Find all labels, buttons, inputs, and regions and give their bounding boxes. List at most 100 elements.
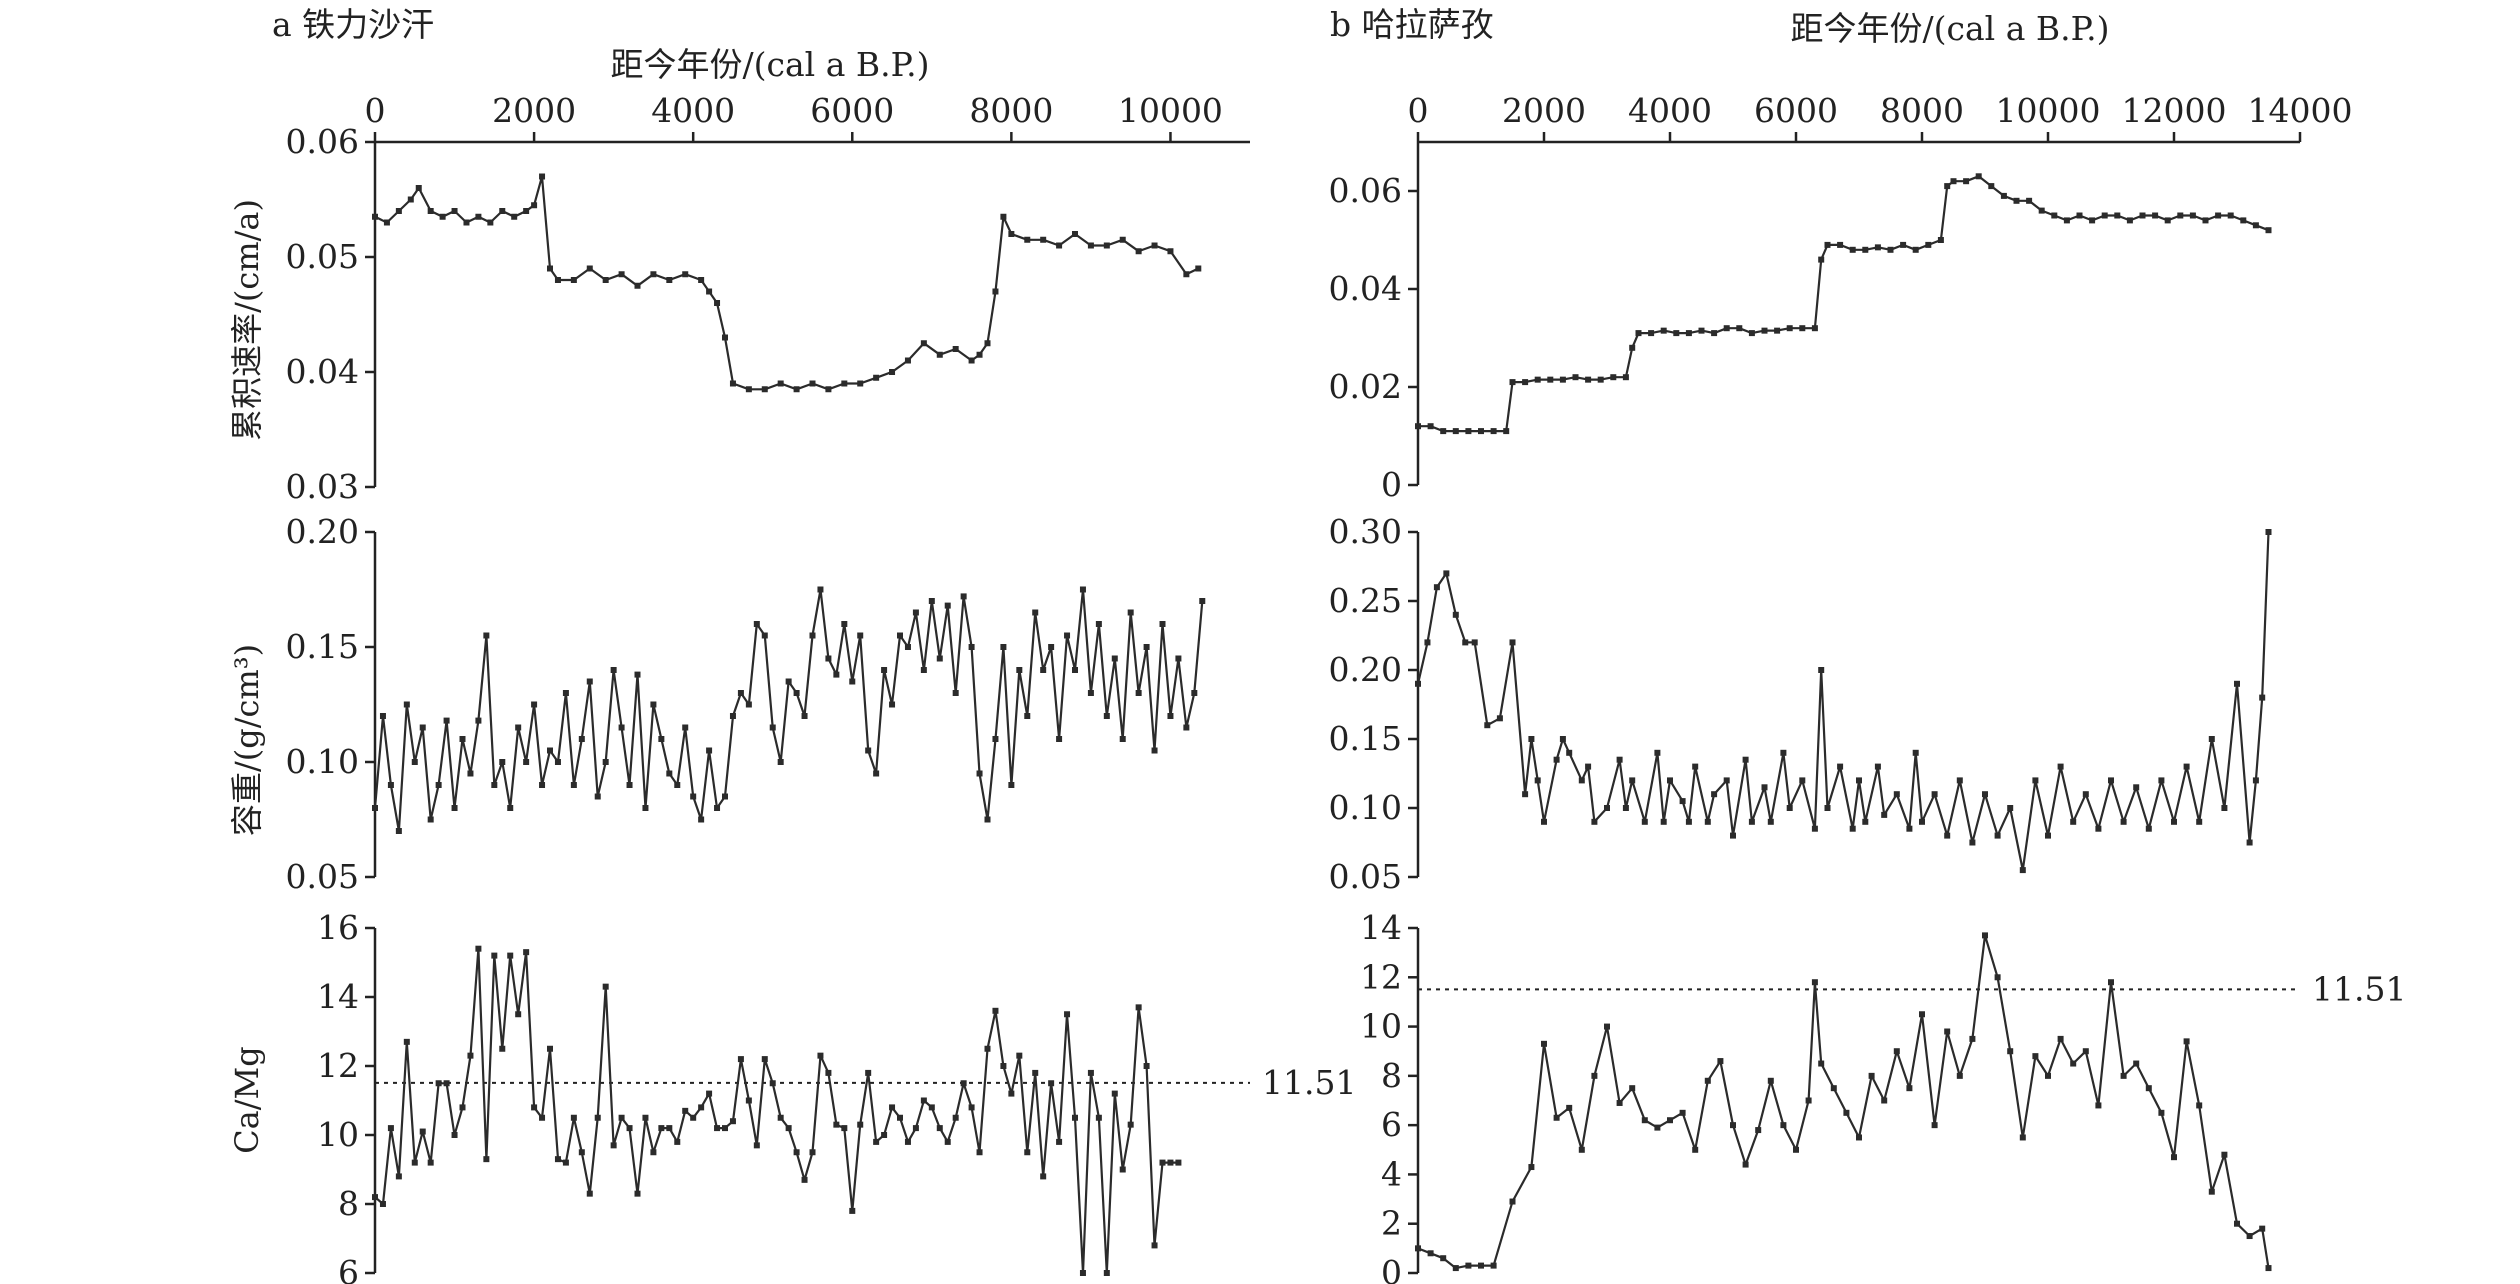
data-point <box>507 805 514 811</box>
data-point <box>1095 1114 1102 1121</box>
data-point <box>1064 632 1071 639</box>
data-point <box>1522 379 1529 386</box>
data-point <box>1805 1097 1812 1104</box>
data-point <box>415 185 422 191</box>
data-point <box>1072 667 1078 673</box>
data-point <box>968 644 975 650</box>
chart-panel-a-accumulation-rate: 0.03 0.04 0.05 0.060 2000 4000 6000 8000 10000 <box>286 91 1250 506</box>
data-point <box>1199 598 1206 604</box>
data-point <box>1103 242 1110 249</box>
data-point <box>1111 1090 1118 1097</box>
data-point <box>1755 1127 1762 1134</box>
data-point <box>1040 1173 1047 1180</box>
data-point <box>769 1080 776 1087</box>
data-point <box>1874 763 1881 770</box>
data-point <box>610 667 617 673</box>
data-point <box>1944 1028 1951 1035</box>
data-point <box>1008 1090 1015 1097</box>
data-point <box>511 213 518 220</box>
data-point <box>1559 376 1566 383</box>
data-point <box>475 213 482 220</box>
data-point <box>372 1194 378 1201</box>
data-point <box>1528 736 1535 742</box>
data-point <box>2133 784 2140 791</box>
data-point <box>992 1007 999 1014</box>
data-point <box>984 1045 991 1052</box>
data-point <box>825 655 832 662</box>
data-point <box>1730 1122 1736 1129</box>
data-point <box>1893 1048 1900 1055</box>
data-point <box>865 1069 872 1076</box>
data-point <box>920 1097 927 1104</box>
y-tick-label: 14 <box>1360 908 1402 947</box>
series-line <box>1416 531 2270 872</box>
data-point <box>920 340 927 347</box>
data-point <box>889 369 896 375</box>
data-point <box>745 1097 752 1104</box>
data-point <box>1837 241 1844 248</box>
data-point <box>523 759 530 765</box>
data-point <box>952 346 959 352</box>
data-point <box>992 736 999 742</box>
data-point <box>1736 325 1743 332</box>
data-point <box>387 782 394 788</box>
data-point <box>1641 818 1648 825</box>
data-point <box>1994 974 2001 981</box>
y-tick-label: 0.20 <box>1329 650 1402 689</box>
data-point <box>1811 979 1818 986</box>
data-point <box>1692 763 1699 770</box>
data-point <box>531 1104 538 1111</box>
data-point <box>1151 242 1158 249</box>
data-point <box>1811 825 1818 832</box>
data-point <box>1597 376 1604 383</box>
data-point <box>690 793 697 800</box>
data-point <box>483 1156 490 1163</box>
data-point <box>2089 217 2096 224</box>
data-point <box>912 1125 919 1132</box>
data-point <box>2101 212 2108 219</box>
data-point <box>2019 867 2026 874</box>
data-point <box>904 1138 911 1145</box>
data-point <box>1024 713 1031 719</box>
data-point <box>435 1080 442 1087</box>
data-point <box>801 713 808 719</box>
data-point <box>1032 609 1039 616</box>
data-point <box>1591 1072 1598 1079</box>
data-point <box>1679 798 1686 805</box>
data-point <box>459 1104 466 1111</box>
data-point <box>1793 1146 1799 1153</box>
data-point <box>1415 423 1421 430</box>
data-point <box>2158 777 2165 784</box>
data-point <box>785 1125 792 1132</box>
data-point <box>1818 256 1825 263</box>
data-point <box>594 1114 601 1121</box>
data-point <box>539 173 546 180</box>
data-point <box>2208 1188 2215 1195</box>
data-point <box>491 782 498 788</box>
data-point <box>2265 227 2272 234</box>
data-point <box>1635 330 1642 337</box>
data-point <box>2177 212 2184 219</box>
data-point <box>849 1207 856 1214</box>
data-point <box>618 724 625 731</box>
data-point <box>403 701 410 708</box>
data-point <box>2133 1060 2140 1067</box>
data-point <box>483 632 490 639</box>
data-point <box>2139 212 2146 219</box>
data-point <box>610 1142 617 1149</box>
data-point <box>499 759 506 765</box>
data-point <box>443 717 450 724</box>
data-point <box>2221 805 2228 811</box>
data-point <box>650 701 657 708</box>
data-point <box>666 770 673 777</box>
x-tick-label: 0 <box>1408 91 1429 130</box>
data-point <box>2259 694 2266 701</box>
data-point <box>547 1045 553 1052</box>
data-point <box>515 724 522 731</box>
data-point <box>1040 667 1047 673</box>
panel-a-xlabel: 距今年份/(cal a B.P.) <box>611 45 930 84</box>
data-point <box>809 380 816 387</box>
data-point <box>499 208 506 214</box>
data-point <box>745 386 752 393</box>
data-point <box>1944 832 1951 839</box>
